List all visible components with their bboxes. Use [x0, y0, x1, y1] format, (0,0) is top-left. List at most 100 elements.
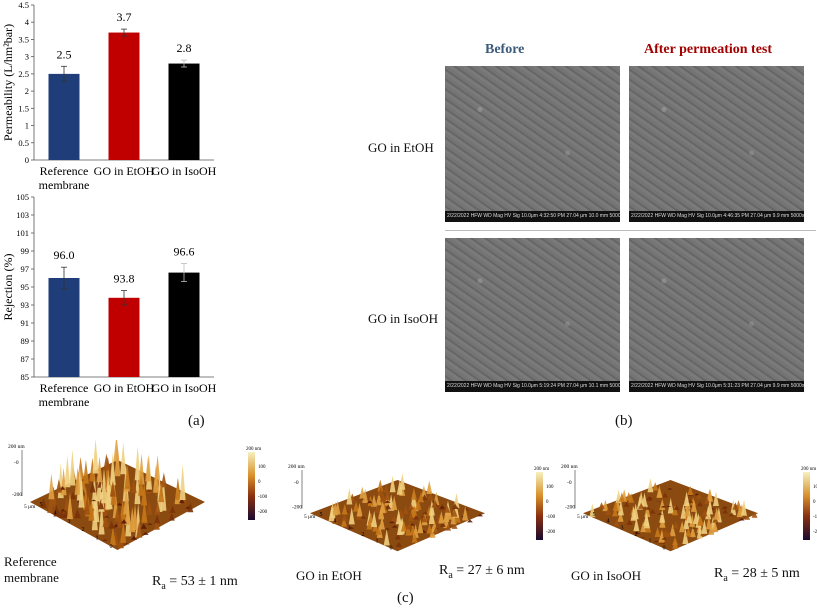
afm-x-unit: 5 μm — [304, 514, 316, 520]
afm-peak — [69, 449, 76, 486]
afm-peak — [466, 519, 473, 523]
afm-peak — [408, 512, 415, 522]
afm-x-tick: 4 — [54, 510, 57, 516]
afm-surface-base — [583, 480, 758, 552]
afm-peak — [145, 455, 152, 482]
afm-x-tick: 0 — [663, 545, 666, 551]
afm-peak — [712, 521, 719, 533]
afm-peak — [617, 510, 624, 522]
afm-peak — [411, 532, 418, 543]
afm-peak — [630, 506, 637, 521]
afm-colorbar-tick: -200 — [258, 510, 268, 515]
afm-peak — [146, 523, 153, 525]
afm-peak — [661, 536, 668, 540]
afm-peak — [411, 505, 418, 517]
afm-peak — [683, 491, 690, 506]
afm-peak — [124, 498, 131, 525]
data-label: 93.8 — [114, 272, 135, 286]
afm-peak — [55, 479, 62, 493]
afm-peak — [426, 480, 433, 494]
afm-peak — [703, 496, 710, 504]
sem-row-label-isooh: GO in IsoOH — [368, 311, 439, 326]
afm-peak — [341, 504, 348, 515]
afm-peak — [123, 543, 130, 545]
panel-label-b: (b) — [615, 413, 633, 429]
afm-peak — [391, 515, 398, 522]
afm-x-unit: 5 μm — [577, 514, 589, 520]
afm-peak — [62, 510, 69, 517]
y-tick-label: 2 — [25, 86, 29, 96]
afm-peak — [690, 499, 697, 512]
afm-peak — [374, 504, 381, 513]
afm-colorbar-tick: -100 — [546, 515, 556, 520]
afm-colorbar — [248, 452, 255, 520]
afm-x-tick: 1 — [96, 536, 99, 542]
afm-colorbar-tick: 100 — [546, 485, 554, 490]
afm-peak — [656, 485, 663, 498]
afm-peak — [341, 513, 348, 521]
afm-peak — [641, 492, 648, 507]
afm-peak — [346, 488, 353, 505]
ra-value-reference: Ra = 53 ± 1 nm — [152, 574, 238, 592]
y-tick-label: 2.5 — [18, 69, 29, 79]
afm-peak — [662, 529, 669, 537]
afm-peak — [645, 506, 652, 510]
afm-x-tick: 3 — [68, 519, 71, 525]
bar — [168, 63, 200, 160]
category-label: membrane — [39, 395, 90, 409]
afm-peak — [142, 531, 149, 535]
afm-peak — [685, 528, 692, 537]
afm-peak — [421, 514, 428, 523]
afm-peak — [462, 506, 469, 521]
afm-peak — [383, 529, 390, 546]
afm-peak — [389, 475, 396, 493]
afm-peak — [134, 446, 141, 481]
afm-peak — [90, 499, 97, 502]
afm-peak — [400, 520, 407, 532]
afm-z-label: -0 — [567, 480, 572, 486]
afm-x-tick: 5 — [40, 502, 43, 508]
afm-x-tick: 0 — [390, 545, 393, 551]
afm-peak — [418, 491, 425, 503]
afm-peak — [105, 472, 112, 510]
afm-peak — [671, 505, 678, 516]
afm-peak — [633, 517, 640, 532]
afm-peak — [377, 479, 384, 492]
afm-peak — [58, 509, 65, 518]
afm-peak — [690, 528, 697, 529]
afm-peak — [379, 515, 386, 530]
afm-peak — [618, 492, 625, 502]
bar — [48, 73, 80, 160]
afm-z-label: 200 nm — [561, 464, 578, 470]
afm-z-label: 200 nm — [288, 464, 305, 470]
afm-peak — [422, 511, 429, 515]
afm-peak — [406, 521, 413, 530]
afm-peak — [383, 484, 390, 493]
sem-info-bar: 2/22/2022 HFW WD Mag HV Sig 10.0μm 5:19:… — [445, 381, 620, 392]
bar — [168, 272, 200, 377]
afm-peak — [124, 464, 131, 490]
afm-colorbar-label: 200 nm — [534, 467, 549, 472]
afm-colorbar-tick: 0 — [813, 500, 816, 505]
afm-peak — [108, 520, 115, 529]
category-label: Reference — [40, 381, 89, 395]
afm-peak — [103, 453, 110, 471]
afm-peak — [77, 456, 84, 479]
afm-peak — [665, 505, 672, 508]
afm-colorbar-tick: 0 — [546, 500, 549, 505]
afm-peak — [683, 515, 690, 530]
sem-divider — [445, 230, 816, 231]
afm-peak — [438, 506, 445, 509]
afm-x-tick: 2 — [635, 532, 638, 538]
afm-peak — [154, 500, 161, 515]
afm-peak — [701, 509, 708, 517]
afm-colorbar-label: 200 nm — [801, 467, 816, 472]
afm-peak — [366, 500, 373, 504]
y-tick-label: 4.5 — [18, 0, 29, 10]
category-label: GO in IsoOH — [152, 381, 217, 395]
afm-peak — [328, 506, 335, 522]
afm-peak — [445, 524, 452, 531]
